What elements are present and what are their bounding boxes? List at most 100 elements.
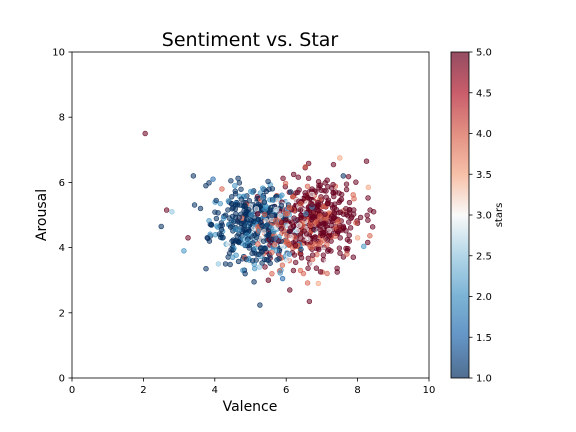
scatter-point: [261, 229, 267, 235]
y-tick-label: 4: [59, 243, 65, 254]
colorbar-tick-label: 1.0: [476, 374, 492, 385]
scatter-point: [367, 233, 373, 239]
scatter-point: [251, 265, 258, 272]
scatter-point: [245, 238, 251, 244]
scatter-point: [267, 260, 273, 266]
scatter-point: [235, 175, 241, 182]
scatter-point: [365, 195, 371, 201]
scatter-point: [337, 155, 343, 161]
scatter-point: [305, 236, 311, 242]
scatter-point: [345, 245, 351, 252]
colorbar-axis: 1.0 1.5 2.0 2.5 3.0 3.5 4.0 4.5 5.0: [469, 48, 492, 385]
scatter-point: [197, 205, 204, 212]
scatter-point: [262, 264, 268, 270]
scatter-point: [271, 242, 278, 248]
y-tick-label: 8: [59, 113, 65, 124]
scatter-point: [345, 173, 352, 180]
scatter-point: [251, 232, 257, 239]
y-tick-label: 6: [59, 178, 65, 189]
colorbar-tick-label: 3.5: [476, 170, 492, 181]
scatter-point: [277, 270, 283, 276]
colorbar-tick-label: 1.5: [476, 333, 492, 344]
colorbar-tick-label: 3.0: [476, 211, 492, 222]
scatter-point: [364, 212, 370, 218]
scatter-point: [287, 287, 293, 293]
scatter-point: [334, 219, 340, 225]
scatter-point: [249, 258, 256, 264]
colorbar-label: stars: [494, 203, 505, 228]
scatter-point: [228, 178, 234, 184]
scatter-point: [232, 183, 238, 189]
scatter-point: [324, 177, 330, 183]
scatter-point: [232, 188, 238, 194]
scatter-point: [292, 242, 299, 249]
scatter-point: [293, 190, 299, 196]
x-tick-label: 10: [423, 385, 436, 396]
scatter-point: [318, 230, 324, 237]
scatter-point: [331, 205, 338, 211]
scatter-point: [251, 279, 257, 285]
scatter-point: [223, 246, 229, 253]
scatter-point: [278, 226, 285, 232]
scatter-point: [244, 227, 250, 233]
chart-title: Sentiment vs. Star: [162, 29, 339, 51]
scatter-point: [290, 223, 297, 229]
scatter-point: [169, 209, 175, 215]
y-tick-label: 0: [59, 374, 65, 385]
scatter-point: [185, 235, 191, 241]
scatter-point: [279, 243, 286, 249]
scatter-point: [279, 275, 286, 282]
x-tick-label: 4: [212, 385, 218, 396]
scatter-point: [269, 249, 275, 256]
scatter-point: [313, 265, 320, 271]
scatter-point: [318, 187, 324, 193]
scatter-point: [215, 261, 222, 267]
scatter-point: [298, 201, 304, 207]
colorbar-tick-label: 2.5: [476, 251, 492, 262]
scatter-point: [302, 190, 308, 196]
y-axis: 0 2 4 6 8 10: [52, 48, 72, 385]
scatter-point: [291, 215, 297, 221]
scatter-point: [190, 173, 197, 179]
scatter-point: [331, 210, 337, 216]
scatter-point: [294, 227, 300, 234]
scatter-point: [305, 160, 312, 167]
scatter-point: [266, 207, 273, 213]
scatter-point: [324, 200, 331, 207]
scatter-point: [309, 191, 315, 198]
scatter-point: [344, 251, 350, 257]
scatter-point: [278, 202, 285, 209]
scatter-point: [310, 209, 317, 216]
scatter-point: [309, 186, 315, 192]
scatter-point: [263, 256, 270, 263]
scatter-point: [300, 182, 306, 188]
scatter-point: [337, 209, 344, 215]
scatter-point: [298, 255, 305, 261]
scatter-point: [248, 188, 254, 195]
scatter-point: [218, 232, 224, 238]
scatter-point: [309, 216, 315, 223]
scatter-point: [238, 186, 244, 192]
colorbar-tick-label: 2.0: [476, 292, 492, 303]
scatter-point: [353, 179, 359, 185]
scatter-point: [222, 261, 229, 267]
scatter-point: [213, 215, 220, 222]
scatter-point: [305, 175, 312, 182]
scatter-point: [324, 242, 330, 248]
scatter-point: [321, 220, 328, 226]
scatter-point: [317, 182, 324, 188]
scatter-point: [270, 197, 277, 203]
scatter-point: [277, 213, 283, 219]
scatter-point: [309, 261, 315, 268]
scatter-point: [268, 236, 275, 242]
scatter-point: [286, 251, 293, 257]
scatter-point: [309, 252, 316, 258]
scatter-point: [340, 225, 347, 231]
scatter-point: [287, 189, 294, 195]
scatter-point: [259, 185, 266, 191]
scatter-point: [255, 201, 262, 207]
scatter-point: [291, 252, 298, 258]
colorbar-tick-label: 4.0: [476, 129, 492, 140]
y-tick-label: 10: [52, 48, 65, 59]
scatter-point: [238, 196, 245, 202]
